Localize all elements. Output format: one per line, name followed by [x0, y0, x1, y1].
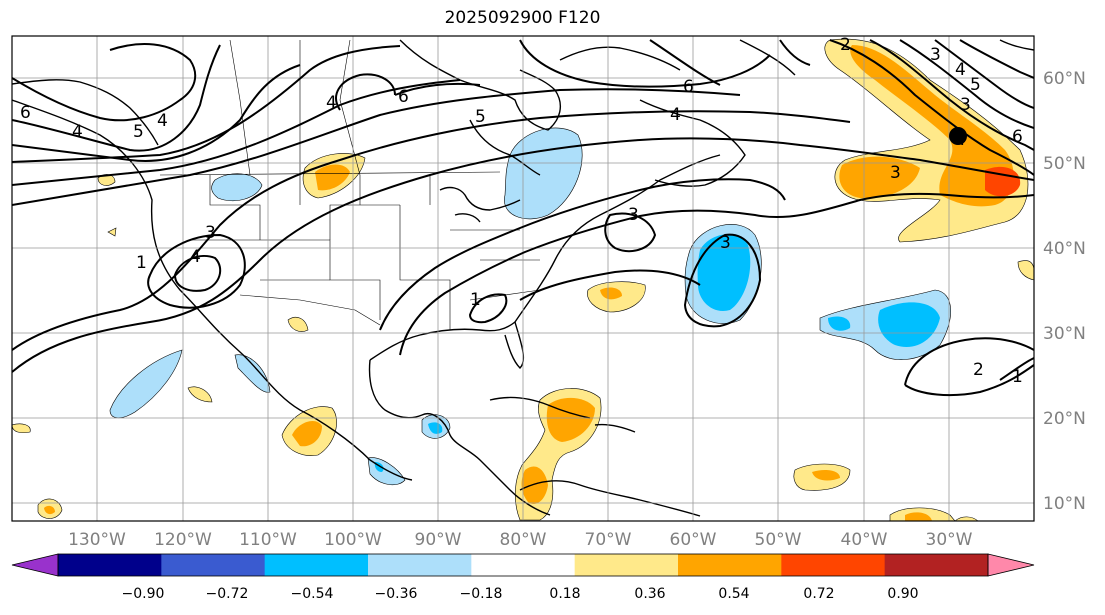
svg-text:3: 3	[890, 163, 901, 183]
colorbar-tick: −0.36	[375, 586, 418, 602]
colorbar-tick: −0.18	[460, 586, 503, 602]
latitude-labels: 60°N 50°N 40°N 30°N 20°N 10°N	[1043, 69, 1086, 514]
map-title: 2025092900 F120	[444, 8, 601, 28]
svg-text:1: 1	[136, 253, 147, 273]
contour-lines	[12, 39, 1034, 397]
colorbar-tick: −0.90	[122, 586, 165, 602]
svg-text:6: 6	[398, 87, 409, 107]
longitude-labels: 130°W 120°W 110°W 100°W 90°W 80°W 70°W 6…	[68, 530, 973, 550]
colorbar-tick: 0.90	[887, 586, 918, 602]
colorbar: −0.90 −0.72 −0.54 −0.36 −0.18 0.18 0.36 …	[11, 553, 1035, 602]
svg-text:4: 4	[955, 60, 966, 80]
contour-labels: 6 4 5 4 6 5 4 6 4 3 1 4 3 3 3 4 3 2 1 1 …	[20, 35, 1023, 387]
lat-label-40: 40°N	[1043, 239, 1086, 259]
colorbar-frame	[57, 553, 989, 577]
lat-label-10: 10°N	[1043, 494, 1086, 514]
svg-text:4: 4	[326, 93, 337, 113]
colorbar-tick: 0.72	[803, 586, 834, 602]
colorbar-tick: 0.36	[634, 586, 665, 602]
lon-label-30: 30°W	[926, 530, 973, 550]
colorbar-extend-max	[988, 554, 1034, 576]
lon-label-40: 40°W	[841, 530, 888, 550]
lat-label-20: 20°N	[1043, 409, 1086, 429]
svg-text:4: 4	[157, 111, 168, 131]
colorbar-cell	[368, 554, 472, 576]
colorbar-tick: −0.72	[206, 586, 249, 602]
lon-label-90: 90°W	[415, 530, 462, 550]
svg-text:5: 5	[475, 107, 486, 127]
lon-label-80: 80°W	[500, 530, 547, 550]
colorbar-cell	[678, 554, 782, 576]
lat-label-60: 60°N	[1043, 69, 1086, 89]
svg-text:4: 4	[670, 105, 681, 125]
svg-text:6: 6	[683, 77, 694, 97]
svg-text:1: 1	[1012, 367, 1023, 387]
colorbar-tick: −0.54	[291, 586, 334, 602]
lon-label-50: 50°W	[755, 530, 802, 550]
lat-label-30: 30°N	[1043, 324, 1086, 344]
colorbar-cell	[781, 554, 886, 576]
colorbar-tick: 0.54	[718, 586, 749, 602]
colorbar-cell	[264, 554, 369, 576]
map-frame	[11, 35, 1035, 522]
colorbar-cell	[58, 554, 162, 576]
colorbar-extend-min	[12, 554, 58, 576]
colorbar-tick: 0.18	[549, 586, 580, 602]
svg-text:3: 3	[628, 205, 639, 225]
svg-text:6: 6	[1012, 127, 1023, 147]
svg-text:2: 2	[973, 360, 984, 380]
storm-center-marker	[949, 127, 967, 145]
political-borders	[159, 39, 541, 330]
shaded-anomalies	[12, 38, 1034, 521]
lon-label-70: 70°W	[585, 530, 632, 550]
lon-label-110: 110°W	[239, 530, 297, 550]
svg-text:3: 3	[960, 95, 971, 115]
svg-text:5: 5	[133, 122, 144, 142]
svg-text:6: 6	[20, 103, 31, 123]
lon-label-100: 100°W	[324, 530, 382, 550]
svg-text:2: 2	[840, 35, 851, 55]
colorbar-cell	[161, 554, 266, 576]
colorbar-cell	[471, 554, 576, 576]
svg-text:4: 4	[72, 122, 83, 142]
colorbar-cell	[884, 554, 989, 576]
svg-text:1: 1	[470, 290, 481, 310]
lon-label-130: 130°W	[68, 530, 126, 550]
svg-text:3: 3	[205, 223, 216, 243]
svg-text:3: 3	[930, 45, 941, 65]
svg-text:4: 4	[190, 247, 201, 267]
svg-text:5: 5	[970, 75, 981, 95]
lat-label-50: 50°N	[1043, 154, 1086, 174]
lon-label-120: 120°W	[154, 530, 212, 550]
svg-text:3: 3	[720, 233, 731, 253]
coastlines	[12, 39, 1034, 517]
graticule	[12, 36, 1034, 521]
colorbar-cell	[574, 554, 679, 576]
lon-label-60: 60°W	[670, 530, 717, 550]
